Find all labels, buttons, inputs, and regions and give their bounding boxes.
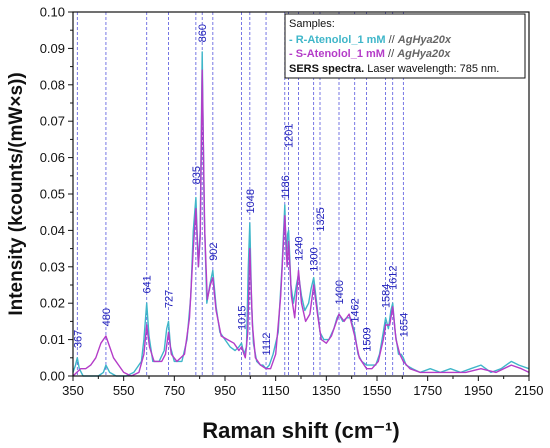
legend-footer-rest: Laser wavelength: 785 nm.: [364, 63, 499, 75]
peak-label-1201: 1201: [284, 123, 296, 147]
x-tick-label-950: 950: [214, 383, 236, 398]
y-tick-label-0.05: 0.05: [40, 187, 65, 202]
legend-entry-r-name: - R-Atenolol_1 mM: [289, 34, 386, 46]
legend-title: Samples:: [289, 18, 335, 30]
y-axis-title: Intensity (kcounts/(mW×s)): [6, 72, 27, 315]
y-tick-label-0.09: 0.09: [40, 41, 65, 56]
peak-label-1186: 1186: [280, 175, 292, 199]
x-tick-label-1750: 1750: [413, 383, 442, 398]
legend-entry-s-name: - S-Atenolol_1 mM: [289, 48, 385, 60]
legend-footer: SERS spectra. Laser wavelength: 785 nm.: [289, 63, 499, 75]
peak-label-641: 641: [142, 275, 154, 293]
legend-box: [284, 13, 526, 79]
peak-label-1400: 1400: [334, 280, 346, 304]
legend: Samples: - R-Atenolol_1 mM // AgHya20x -…: [284, 13, 526, 79]
legend-entry-s-atenolol: - S-Atenolol_1 mM // AgHya20x: [289, 48, 451, 60]
y-axis: 0.00 0.01 0.02 0.03 0.04 0.05 0.06 0.07 0.08 0.09…: [40, 5, 73, 384]
y-tick-label-0.04: 0.04: [40, 223, 65, 238]
series-line-r-atenolol: [72, 51, 530, 377]
y-tick-label-0.00: 0.00: [40, 369, 65, 384]
x-tick-label-1350: 1350: [312, 383, 341, 398]
peak-label-1654: 1654: [398, 313, 410, 337]
peak-label-835: 835: [191, 166, 203, 184]
legend-entry-s-substrate: AgHya20x: [396, 48, 451, 60]
spectra-series: [72, 51, 530, 377]
x-axis-title: Raman shift (cm⁻¹): [202, 418, 399, 443]
x-tick-label-2150: 2150: [515, 383, 544, 398]
peak-label-1015: 1015: [236, 305, 248, 329]
y-tick-label-0.06: 0.06: [40, 150, 65, 165]
x-tick-label-1550: 1550: [363, 383, 392, 398]
legend-footer-bold: SERS spectra.: [289, 63, 364, 75]
legend-entry-r-substrate: AgHya20x: [397, 34, 452, 46]
x-tick-label-1950: 1950: [464, 383, 493, 398]
x-tick-label-550: 550: [113, 383, 135, 398]
legend-entry-s-sep: //: [385, 48, 397, 60]
peak-label-1240: 1240: [293, 236, 305, 260]
x-tick-label-350: 350: [62, 383, 84, 398]
peak-label-480: 480: [101, 308, 113, 326]
peak-label-1300: 1300: [309, 247, 321, 271]
x-tick-label-750: 750: [163, 383, 185, 398]
x-tick-label-1150: 1150: [262, 383, 290, 398]
peak-label-860: 860: [197, 24, 209, 42]
y-tick-label-0.08: 0.08: [40, 77, 65, 92]
series-line-s-atenolol: [72, 69, 530, 377]
peak-label-1509: 1509: [362, 327, 374, 351]
y-tick-label-0.02: 0.02: [40, 296, 65, 311]
x-axis: 350 550 750 950 1150 1350 1550 1750 1950 2150: [62, 376, 543, 398]
peak-label-1048: 1048: [245, 189, 257, 213]
peak-label-727: 727: [164, 290, 176, 308]
peak-label-1462: 1462: [350, 298, 362, 322]
peak-label-367: 367: [72, 330, 84, 348]
peak-label-1325: 1325: [315, 207, 327, 231]
peak-label-1112: 1112: [261, 333, 273, 356]
y-tick-label-0.01: 0.01: [40, 332, 65, 347]
legend-entry-r-atenolol: - R-Atenolol_1 mM // AgHya20x: [289, 34, 452, 46]
peak-label-1584: 1584: [381, 284, 393, 308]
legend-entry-r-sep: //: [386, 34, 398, 46]
peak-labels: 367 480 641 727 835 860 902 1015 1048 1112 1186 120…: [72, 24, 410, 355]
y-tick-label-0.03: 0.03: [40, 259, 65, 274]
peak-label-1612: 1612: [388, 265, 400, 289]
y-tick-label-0.10: 0.10: [40, 5, 65, 20]
peak-label-902: 902: [208, 242, 220, 260]
y-tick-label-0.07: 0.07: [40, 114, 65, 129]
